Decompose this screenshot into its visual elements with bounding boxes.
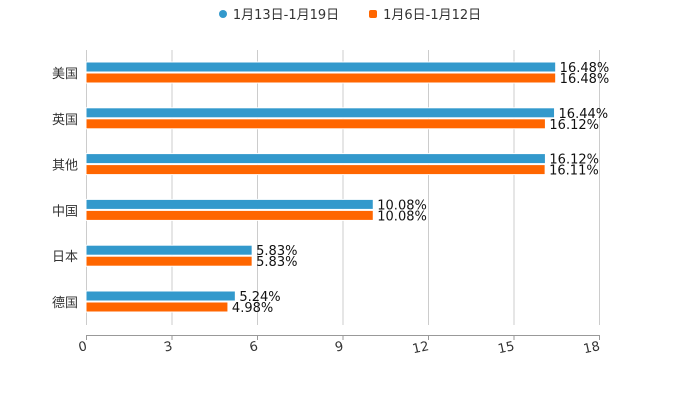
- legend-item-series-2[interactable]: 1月6日-1月12日: [369, 4, 481, 23]
- data-label: 5.83%: [256, 244, 297, 259]
- legend-label: 1月6日-1月12日: [383, 8, 482, 23]
- bar: [85, 61, 557, 73]
- category-label: 日本: [52, 250, 78, 265]
- data-label: 16.12%: [549, 118, 599, 133]
- data-label: 10.08%: [377, 209, 427, 224]
- legend-square-icon: [369, 9, 378, 18]
- bar: [85, 244, 253, 256]
- data-label: 5.24%: [239, 290, 280, 305]
- x-tick-label: 18: [582, 339, 601, 357]
- x-tick-label: 15: [497, 339, 516, 357]
- bar: [85, 301, 229, 313]
- bar: [85, 164, 546, 176]
- bar: [85, 153, 546, 165]
- bar: [85, 118, 546, 130]
- bar: [85, 209, 374, 221]
- data-label: 4.98%: [232, 301, 273, 316]
- bar: [85, 72, 557, 84]
- bar: [85, 290, 236, 302]
- bar: [85, 107, 556, 119]
- data-label: 5.83%: [256, 255, 297, 270]
- x-tick-label: 12: [411, 339, 430, 357]
- data-label: 10.08%: [377, 198, 427, 213]
- data-label: 16.12%: [549, 153, 599, 168]
- category-label: 其他: [52, 159, 78, 174]
- category-label: 中国: [52, 204, 78, 219]
- x-tick-label: 9: [334, 339, 345, 355]
- x-tick-label: 0: [77, 339, 88, 355]
- x-tick-label: 6: [248, 339, 259, 355]
- data-label: 16.48%: [560, 72, 610, 87]
- legend: 1月13日-1月19日 1月6日-1月12日: [0, 4, 700, 23]
- category-label: 英国: [52, 113, 78, 128]
- data-label: 16.44%: [559, 107, 609, 122]
- category-label: 德国: [52, 296, 78, 311]
- data-label: 16.11%: [549, 164, 599, 179]
- legend-circle-icon: [218, 9, 227, 18]
- data-label: 16.48%: [560, 61, 610, 76]
- legend-item-series-1[interactable]: 1月13日-1月19日: [218, 4, 340, 23]
- bar: [85, 255, 253, 267]
- category-label: 美国: [52, 67, 78, 82]
- legend-label: 1月13日-1月19日: [232, 8, 340, 23]
- bar: [85, 198, 374, 210]
- x-tick-label: 3: [163, 339, 174, 355]
